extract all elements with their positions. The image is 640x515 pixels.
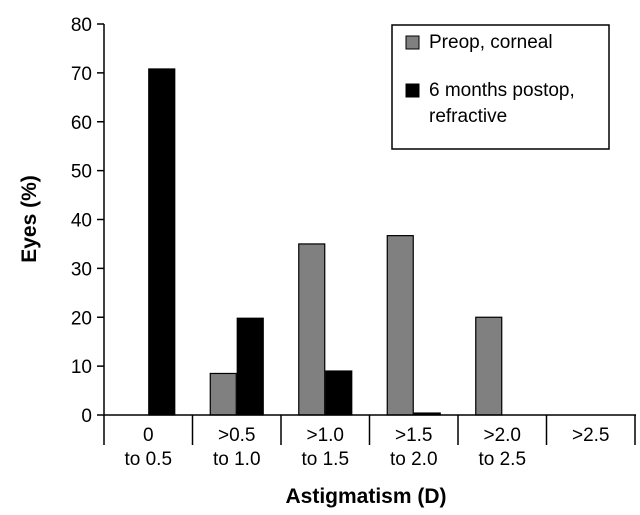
bar-postop xyxy=(325,370,353,416)
legend-swatch xyxy=(405,83,420,98)
y-tick-label: 60 xyxy=(71,113,92,134)
legend-label: 6 months postop, xyxy=(429,80,575,101)
y-axis-title: Eyes (%) xyxy=(18,175,41,263)
legend-frame xyxy=(391,24,610,150)
y-tick-label: 70 xyxy=(71,64,92,85)
legend: Preop, corneal 6 months postop, refractive xyxy=(391,24,610,150)
x-category-label: to 1.5 xyxy=(301,449,349,470)
x-axis-title: Astigmatism (D) xyxy=(285,485,446,508)
x-category-label: to 2.5 xyxy=(478,449,526,470)
bars-layer xyxy=(148,68,503,416)
x-category-label: to 2.0 xyxy=(390,449,438,470)
bar-postop xyxy=(148,68,176,416)
x-category-label: >0.5 xyxy=(218,425,256,446)
y-tick-label: 80 xyxy=(71,15,92,36)
y-tick-label: 20 xyxy=(71,308,92,329)
x-category-label: to 0.5 xyxy=(124,449,172,470)
legend-label: refractive xyxy=(429,106,507,127)
bar-preop xyxy=(298,243,326,416)
x-categories-layer: 0 to 0.5 >0.5 to 1.0 >1.0 to 1.5 >1.5 to 2.0 >2.… xyxy=(103,415,636,470)
bar-preop xyxy=(475,316,503,416)
x-category-label: to 1.0 xyxy=(213,449,261,470)
x-category-label: >1.0 xyxy=(306,425,344,446)
y-tick-label: 0 xyxy=(81,406,92,427)
x-category-label: >2.0 xyxy=(483,425,521,446)
y-tick-label: 40 xyxy=(71,211,92,232)
bar-postop xyxy=(236,317,264,416)
y-tick-label: 10 xyxy=(71,357,92,378)
x-category-label: >2.5 xyxy=(572,425,610,446)
legend-label: Preop, corneal xyxy=(429,32,553,53)
legend-swatch xyxy=(405,35,420,50)
bar-preop xyxy=(209,372,237,416)
x-category-label: >1.5 xyxy=(395,425,433,446)
x-category-label: 0 xyxy=(143,425,154,446)
y-tick-label: 30 xyxy=(71,259,92,280)
y-tick-label: 50 xyxy=(71,162,92,183)
y-ticks-layer: 0 10 20 30 40 50 60 70 80 xyxy=(71,15,104,427)
bar-preop xyxy=(386,235,414,416)
